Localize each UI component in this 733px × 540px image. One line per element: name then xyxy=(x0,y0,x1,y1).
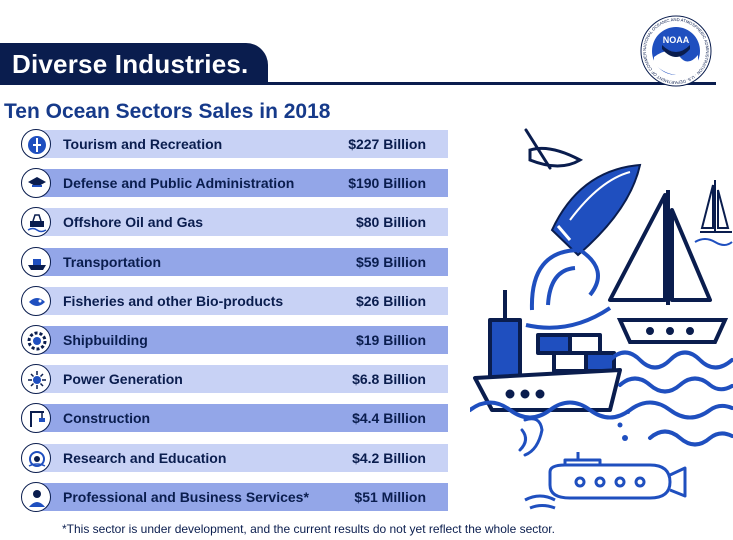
table-row: Offshore Oil and Gas $80 Billion xyxy=(18,207,448,237)
table-row: Transportation $59 Billion xyxy=(18,247,448,277)
sea-waves xyxy=(470,350,733,447)
fish-icon xyxy=(21,286,51,316)
sector-label: Offshore Oil and Gas xyxy=(63,214,204,230)
fish-icon xyxy=(524,494,556,510)
sector-value: $4.2 Billion xyxy=(352,450,426,466)
sector-value: $51 Million xyxy=(354,489,426,505)
row-bar xyxy=(36,444,448,472)
header-divider xyxy=(0,82,716,85)
banner-title: Diverse Industries. xyxy=(12,49,249,79)
small-sailboat-icon xyxy=(694,180,733,246)
defense-icon xyxy=(21,168,51,198)
logo-text: NOAA xyxy=(663,35,690,45)
sector-label: Shipbuilding xyxy=(63,332,148,348)
sector-value: $6.8 Billion xyxy=(352,371,426,387)
crane-icon xyxy=(21,403,51,433)
sector-label: Tourism and Recreation xyxy=(63,136,223,152)
sector-value: $19 Billion xyxy=(355,332,426,348)
sector-value: $26 Billion xyxy=(355,293,426,309)
diver-icon xyxy=(518,417,544,457)
bubbles xyxy=(617,410,630,441)
sector-label: Construction xyxy=(63,410,151,426)
title-banner: Diverse Industries. xyxy=(0,43,268,85)
table-row: Research and Education $4.2 Billion xyxy=(18,443,448,473)
sector-label: Fisheries and other Bio-products xyxy=(63,293,284,309)
row-bar xyxy=(36,169,448,197)
oil-rig-icon xyxy=(21,207,51,237)
row-bar xyxy=(36,208,448,236)
submarine-icon xyxy=(548,452,687,500)
kayak-icon xyxy=(524,128,584,170)
sector-value: $227 Billion xyxy=(348,136,426,152)
table-row: Professional and Business Services* $51 M… xyxy=(18,482,448,512)
row-bar xyxy=(36,287,448,315)
sector-value: $80 Billion xyxy=(355,214,426,230)
row-bar xyxy=(36,130,448,158)
sector-label: Transportation xyxy=(63,254,162,270)
cargo-ship-icon xyxy=(473,290,622,412)
surfboard-icon xyxy=(550,163,642,257)
wave-icon xyxy=(525,247,612,330)
sun-icon xyxy=(21,364,51,394)
sector-label: Defense and Public Administration xyxy=(63,175,295,191)
row-bar xyxy=(36,326,448,354)
row-bar xyxy=(36,365,448,393)
row-bar xyxy=(36,404,448,432)
research-icon xyxy=(21,443,51,473)
table-row: Fisheries and other Bio-products $26 Bill… xyxy=(18,286,448,316)
tourism-icon xyxy=(21,129,51,159)
row-bar xyxy=(36,483,448,511)
ocean-illustration xyxy=(470,128,733,510)
noaa-logo: NOAA NATIONAL OCEANIC AND ATMOSPHERIC AD… xyxy=(640,15,712,87)
sector-label: Research and Education xyxy=(63,450,227,466)
sailboat-icon xyxy=(608,190,729,344)
sector-label: Professional and Business Services* xyxy=(63,489,309,505)
chart-title: Ten Ocean Sectors Sales in 2018 xyxy=(4,100,331,123)
sector-value: $4.4 Billion xyxy=(352,410,426,426)
person-icon xyxy=(21,482,51,512)
table-row: Power Generation $6.8 Billion xyxy=(18,364,448,394)
footnote: *This sector is under development, and t… xyxy=(62,522,555,536)
table-row: Defense and Public Administration $190 Bi… xyxy=(18,168,448,198)
sector-value: $59 Billion xyxy=(355,254,426,270)
table-row: Tourism and Recreation $227 Billion xyxy=(18,129,448,159)
table-row: Construction $4.4 Billion xyxy=(18,403,448,433)
ship-icon xyxy=(21,247,51,277)
sector-value: $190 Billion xyxy=(348,175,426,191)
gear-icon xyxy=(21,325,51,355)
row-bar xyxy=(36,248,448,276)
sector-label: Power Generation xyxy=(63,371,183,387)
table-row: Shipbuilding $19 Billion xyxy=(18,325,448,355)
